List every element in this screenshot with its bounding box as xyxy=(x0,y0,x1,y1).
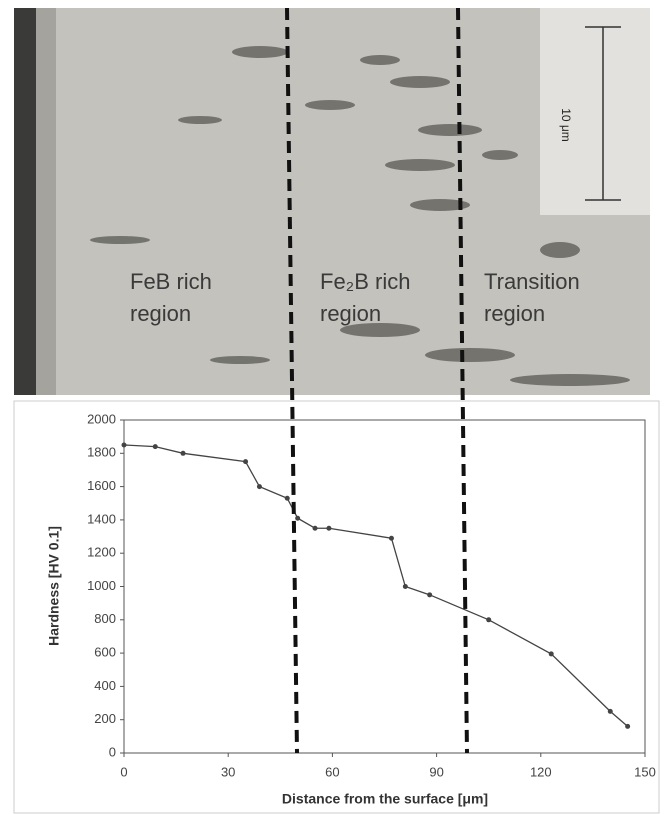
figure: 10 μm FeB rich region Fe₂B rich region T… xyxy=(0,0,665,814)
region-label: Transition xyxy=(484,269,580,294)
y-tick-label: 1000 xyxy=(87,578,116,593)
data-point xyxy=(295,516,300,521)
x-axis-label: Distance from the surface [μm] xyxy=(282,791,488,807)
scale-label: 10 μm xyxy=(559,108,573,142)
region-label: region xyxy=(130,301,191,326)
data-point xyxy=(122,442,127,447)
edge-shade xyxy=(36,8,56,395)
y-tick-label: 200 xyxy=(94,711,116,726)
data-point xyxy=(486,617,491,622)
data-point xyxy=(313,526,318,531)
data-point xyxy=(625,724,630,729)
data-point xyxy=(326,526,331,531)
y-tick-label: 1800 xyxy=(87,445,116,460)
y-tick-label: 1400 xyxy=(87,511,116,526)
x-tick-label: 120 xyxy=(530,764,552,779)
y-axis-label: Hardness [HV 0.1] xyxy=(46,526,62,646)
y-tick-label: 2000 xyxy=(87,411,116,426)
region-label: region xyxy=(484,301,545,326)
page: 10 μm FeB rich region Fe₂B rich region T… xyxy=(0,0,665,814)
x-tick-label: 0 xyxy=(120,764,127,779)
data-point xyxy=(153,444,158,449)
bright-patch xyxy=(540,8,650,215)
data-point xyxy=(285,496,290,501)
y-tick-label: 600 xyxy=(94,645,116,660)
region-label: Fe₂B rich xyxy=(320,269,410,294)
x-tick-label: 60 xyxy=(325,764,339,779)
data-point xyxy=(389,536,394,541)
data-point xyxy=(243,459,248,464)
micrograph: 10 μm FeB rich region Fe₂B rich region T… xyxy=(14,8,650,395)
data-point xyxy=(608,709,613,714)
surface-edge xyxy=(14,8,36,395)
y-tick-label: 1600 xyxy=(87,478,116,493)
region-label: FeB rich xyxy=(130,269,212,294)
y-tick-label: 1200 xyxy=(87,545,116,560)
data-point xyxy=(427,592,432,597)
y-tick-label: 0 xyxy=(109,744,116,759)
y-tick-label: 800 xyxy=(94,611,116,626)
data-point xyxy=(181,451,186,456)
region-label: region xyxy=(320,301,381,326)
y-tick-label: 400 xyxy=(94,678,116,693)
data-point xyxy=(549,651,554,656)
x-tick-label: 30 xyxy=(221,764,235,779)
data-point xyxy=(403,584,408,589)
x-tick-label: 150 xyxy=(634,764,656,779)
data-point xyxy=(257,484,262,489)
x-tick-label: 90 xyxy=(429,764,443,779)
